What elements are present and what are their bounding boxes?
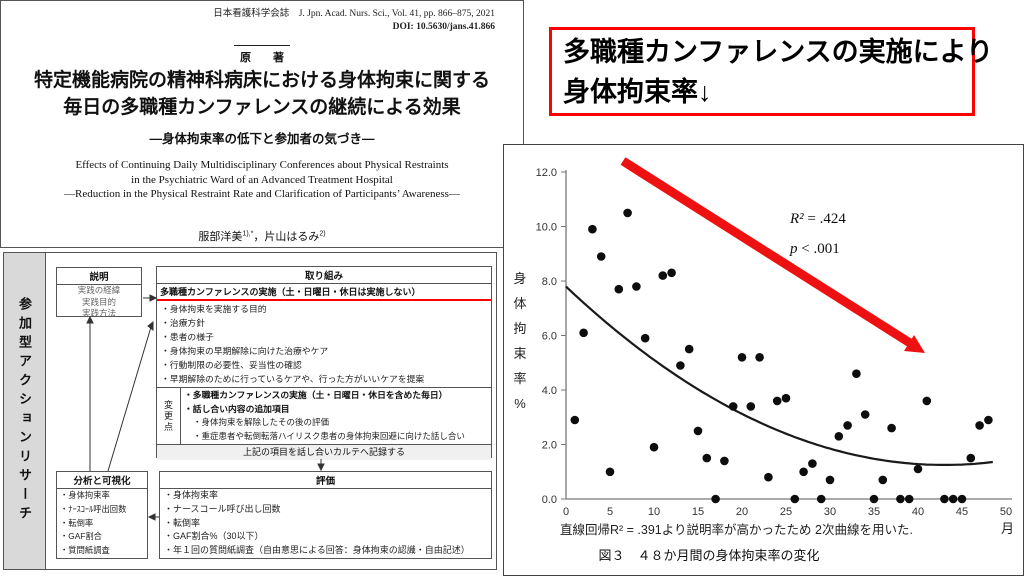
initiative-highlight: 多職種カンファレンスの実施（土・日曜日・休日は実施しない）: [157, 284, 491, 301]
doi-line: DOI: 10.5630/jans.41.866: [392, 22, 495, 32]
r-squared-annotation: R² = .424: [790, 211, 846, 227]
analysis-box-title: 分析と可視化: [57, 472, 147, 489]
flowchart-side-strip: 参加型アクションリサーチ: [4, 253, 46, 569]
initiative-item: ・患者の様子: [161, 332, 214, 342]
paper-title-english: Effects of Continuing Daily Multidiscipl…: [1, 158, 523, 202]
svg-text:50: 50: [1000, 506, 1012, 518]
change-point-sub: ・重症患者や転倒転落ハイリスク患者の身体拘束回避に向けた話し合い: [193, 430, 465, 441]
chart-note: 直線回帰R² = .391より説明率が高かったため 2次曲線を用いた.: [560, 523, 913, 537]
initiative-item: ・身体拘束を実施する目的: [161, 304, 267, 314]
analysis-item: ・身体拘束率: [60, 490, 110, 500]
svg-text:身: 身: [513, 271, 526, 286]
svg-text:45: 45: [956, 506, 968, 518]
author-1-superscript: 1),*: [242, 230, 254, 238]
paper-authors: 服部洋美1),*，片山はるみ2): [1, 228, 523, 244]
initiative-box: 取り組み 多職種カンファレンスの実施（土・日曜日・休日は実施しない） ・身体拘束…: [156, 266, 492, 460]
evaluation-item: ・身体拘束率: [164, 490, 219, 500]
paper-title-en-line3: —Reduction in the Physical Restraint Rat…: [64, 188, 460, 200]
initiative-item: ・早期解除のために行っているケアや、行った方がいいケアを提案: [161, 374, 425, 384]
author-2: 片山はるみ: [264, 231, 320, 243]
author-2-superscript: 2): [319, 230, 326, 238]
change-points-body: ・多職種カンファレンスの実施（土・日曜日・休日を含めた毎日） ・話し合い内容の追…: [181, 388, 468, 444]
svg-text:20: 20: [736, 506, 748, 518]
evaluation-item: ・GAF割合%（30以下）: [164, 531, 264, 542]
svg-text:率: 率: [513, 371, 526, 386]
svg-text:束: 束: [513, 346, 526, 361]
svg-text:8.0: 8.0: [542, 276, 557, 288]
paper-title-line1: 特定機能病院の精神科病床における身体拘束に関する: [33, 70, 490, 91]
analysis-item: ・GAF割合: [60, 531, 102, 542]
evaluation-box-title: 評価: [160, 472, 491, 489]
evaluation-item: ・ナースコール呼び出し回数: [164, 503, 281, 514]
explanation-box: 説明 実践の経緯 実践目的 実践方法: [56, 267, 142, 318]
paper-page: 日本看護科学会誌 J. Jpn. Acad. Nurs. Sci., Vol. …: [0, 0, 524, 248]
svg-text:12.0: 12.0: [536, 167, 557, 179]
svg-text:40: 40: [912, 506, 924, 518]
paper-title-en-line1: Effects of Continuing Daily Multidiscipl…: [75, 159, 449, 171]
analysis-item: ・ﾅｰｽｺｰﾙ呼出回数: [60, 503, 127, 514]
r-squared-symbol: R²: [790, 211, 804, 227]
author-1: 服部洋美: [198, 231, 243, 243]
svg-text:10.0: 10.0: [536, 222, 557, 234]
p-symbol: p: [790, 241, 798, 257]
initiative-item: ・治療方針: [161, 318, 205, 328]
initiative-box-title: 取り組み: [157, 267, 491, 284]
svg-text:拘: 拘: [513, 321, 526, 336]
analysis-box: 分析と可視化 ・身体拘束率 ・ﾅｰｽｺｰﾙ呼出回数 ・転倒率 ・GAF割合 ・質…: [56, 471, 148, 559]
flowchart-panel: 参加型アクションリサーチ 説明 実践の経緯 実践目的 実践方法 取り組み 多職種…: [3, 252, 497, 570]
svg-text:0: 0: [563, 506, 569, 518]
callout-box: 多職種カンファレンスの実施により 身体拘束率↓: [549, 27, 994, 116]
svg-text:5: 5: [607, 506, 613, 518]
change-points-label: 変更点: [163, 399, 173, 433]
svg-text:0.0: 0.0: [542, 494, 557, 506]
author-separator: ，: [253, 231, 265, 243]
svg-text:15: 15: [692, 506, 704, 518]
svg-text:4.0: 4.0: [542, 385, 557, 397]
initiative-item: ・身体拘束の早期解除に向けた治療やケア: [161, 346, 329, 356]
figure-caption: 図３ ４８か月間の身体拘束率の変化: [598, 548, 820, 563]
record-note-row: 上記の項目を話し合いカルテへ記録する: [157, 444, 491, 460]
analysis-item: ・転倒率: [60, 517, 94, 528]
callout-line1: 多職種カンファレンスの実施により: [563, 37, 994, 67]
explanation-item: 実践の経緯: [77, 285, 121, 295]
explanation-item: 実践方法: [81, 308, 116, 318]
evaluation-item: ・年１回の質問紙調査（自由意思による回答：身体拘束の認識・自由記述）: [164, 545, 470, 556]
journal-line: 日本看護科学会誌 J. Jpn. Acad. Nurs. Sci., Vol. …: [213, 9, 495, 19]
paper-subtitle: ―身体拘束率の低下と参加者の気づき―: [149, 132, 375, 146]
evaluation-box: 評価 ・身体拘束率 ・ナースコール呼び出し回数 ・転倒率 ・GAF割合%（30以…: [159, 471, 492, 559]
svg-text:月: 月: [1001, 521, 1014, 536]
journal-header: 日本看護科学会誌 J. Jpn. Acad. Nurs. Sci., Vol. …: [213, 8, 495, 34]
analysis-item: ・質問紙調査: [60, 545, 110, 556]
svg-text:%: %: [514, 396, 526, 411]
evaluation-item: ・転倒率: [164, 517, 201, 528]
initiative-items: ・身体拘束を実施する目的 ・治療方針 ・患者の様子 ・身体拘束の早期解除に向けた…: [157, 301, 491, 387]
p-value-annotation: p < .001: [790, 241, 840, 257]
svg-text:6.0: 6.0: [542, 331, 557, 343]
article-type-label: 原 著: [234, 45, 290, 65]
change-point-bold: ・多職種カンファレンスの実施（土・日曜日・休日を含めた毎日）: [184, 390, 448, 400]
callout-line2: 身体拘束率↓: [563, 77, 712, 107]
paper-title-en-line2: in the Psychiatric Ward of an Advanced T…: [131, 173, 393, 186]
svg-text:2.0: 2.0: [542, 440, 557, 452]
paper-title-line2: 毎日の多職種カンファレンスの継続による効果: [63, 97, 461, 118]
change-points-section: 変更点 ・多職種カンファレンスの実施（土・日曜日・休日を含めた毎日） ・話し合い…: [157, 387, 491, 444]
chart-panel: 12.0 10.0 8.0 6.0 4.0 2.0 0.0 0 5 10 15 20 25 30 35 40 4…: [503, 144, 1024, 576]
explanation-item: 実践目的: [81, 296, 116, 307]
restraint-rate-scatter-chart: 12.0 10.0 8.0 6.0 4.0 2.0 0.0 0 5 10 15 20 25 30 35 40 4…: [513, 157, 1014, 536]
change-points-label-cell: 変更点: [157, 388, 181, 444]
svg-text:25: 25: [780, 506, 792, 518]
svg-text:10: 10: [648, 506, 660, 518]
change-point-bold: ・話し合い内容の追加項目: [184, 403, 290, 414]
svg-text:体: 体: [513, 296, 526, 311]
side-strip-label: 参加型アクションリサーチ: [17, 297, 32, 525]
explanation-box-title: 説明: [57, 268, 141, 285]
svg-text:30: 30: [824, 506, 836, 518]
initiative-item: ・行動制限の必要性、妥当性の確認: [161, 360, 302, 370]
svg-text:35: 35: [868, 506, 880, 518]
change-point-sub: ・身体拘束を解除したその後の評価: [193, 417, 330, 427]
paper-title: 特定機能病院の精神科病床における身体拘束に関する 毎日の多職種カンファレンスの継…: [1, 67, 523, 121]
